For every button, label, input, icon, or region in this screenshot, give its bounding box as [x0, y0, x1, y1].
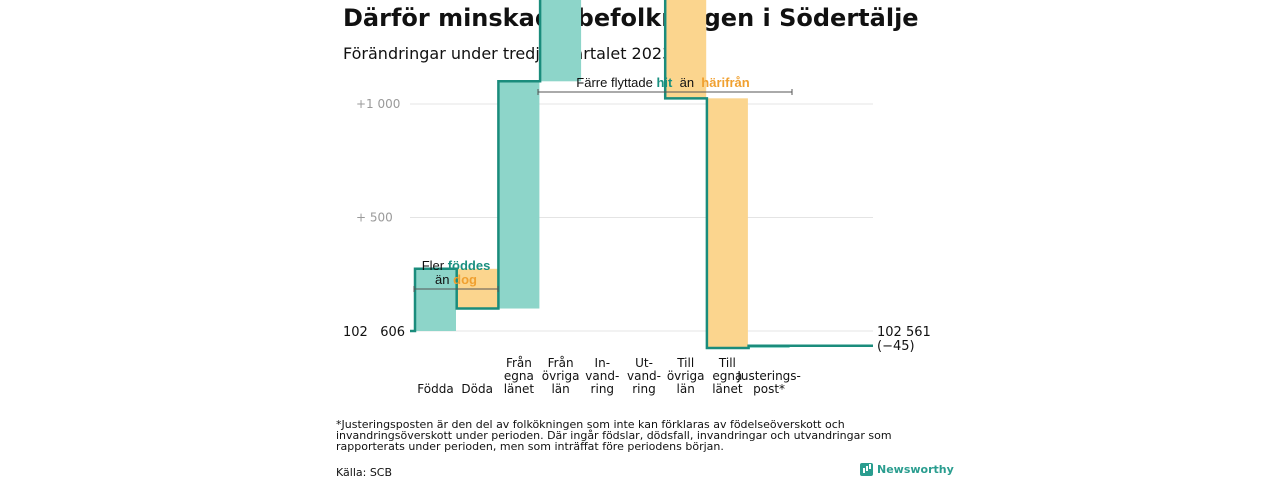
footnote: *Justeringsposten är den del av folkökni… — [336, 418, 892, 453]
chart-title: Därför minskade befolkningen i Södertälj… — [343, 4, 919, 32]
newsworthy-icon — [860, 463, 873, 476]
end-change-label: (−45) — [877, 339, 915, 354]
category-label: Från övriga län — [542, 356, 580, 396]
category-label: Till egna länet — [712, 356, 743, 396]
start-value-label: 102 606 — [343, 325, 405, 340]
annotation-births-line1: Fler föddes — [422, 258, 491, 273]
y-tick-label: +1 000 — [356, 97, 400, 111]
category-label: Till övriga län — [667, 356, 705, 396]
category-label: Döda — [461, 382, 493, 396]
chart-subtitle: Förändringar under tredje kvartalet 2023 — [343, 44, 673, 63]
annotation-migration: Färre flyttade hit än härifrån — [576, 75, 749, 90]
waterfall-bar — [665, 0, 707, 99]
category-label: In-vand-ring — [585, 356, 619, 396]
annotation-births-line2: än dog — [435, 272, 477, 287]
waterfall-step-line — [410, 0, 873, 350]
waterfall-chart: +2 000+1 500+1 000+ 500 FöddaDödaFrånegn… — [343, 0, 931, 396]
brand-logo: Newsworthy — [860, 463, 954, 476]
category-label: Justerings-post* — [736, 369, 801, 396]
category-label: Från egna länet — [504, 356, 535, 396]
waterfall-bar — [706, 98, 748, 349]
category-label: Ut-vand-ring — [627, 356, 661, 396]
end-value-label: 102 561 — [877, 325, 931, 340]
source-label: Källa: SCB — [336, 466, 393, 479]
waterfall-bar — [415, 268, 456, 331]
brand-name: Newsworthy — [877, 463, 954, 476]
y-tick-label: + 500 — [356, 211, 393, 225]
category-label: Födda — [417, 382, 453, 396]
waterfall-bar — [540, 0, 582, 82]
waterfall-bar — [498, 81, 540, 309]
